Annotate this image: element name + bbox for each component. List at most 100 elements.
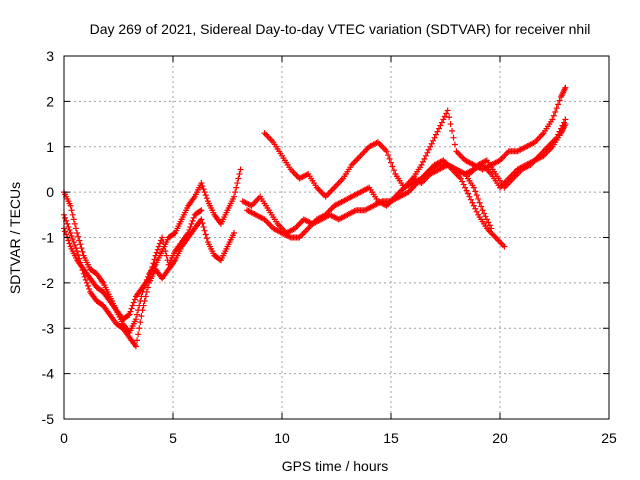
data-point-marker [69, 211, 76, 218]
data-point-marker [236, 170, 243, 177]
data-series [61, 84, 569, 350]
data-point-marker [472, 188, 479, 195]
data-point-marker [556, 128, 563, 135]
data-point-marker [127, 308, 134, 315]
data-point-marker [466, 193, 473, 200]
data-point-marker [427, 143, 434, 150]
data-point-marker [444, 107, 451, 114]
data-point-marker [234, 180, 241, 187]
data-point-marker [126, 311, 133, 318]
data-point-marker [155, 243, 162, 250]
data-point-marker [197, 208, 204, 215]
data-point-marker [383, 148, 390, 155]
data-point-marker [472, 205, 479, 212]
data-point-marker [473, 208, 480, 215]
data-point-marker [481, 210, 488, 217]
data-point-marker [200, 186, 207, 193]
data-point-marker [237, 166, 244, 173]
data-point-marker [148, 267, 155, 274]
data-point-marker [67, 202, 74, 209]
data-point-marker [203, 195, 210, 202]
data-point-marker [450, 134, 457, 141]
data-point-marker [82, 276, 89, 283]
data-point-marker [435, 125, 442, 132]
data-point-marker [418, 161, 425, 168]
data-point-marker [488, 225, 495, 232]
data-point-marker [203, 235, 210, 242]
data-point-marker [465, 190, 472, 197]
data-point-marker [485, 219, 492, 226]
data-point-marker [198, 180, 205, 187]
data-point-marker [75, 233, 82, 240]
data-point-marker [129, 302, 136, 309]
data-point-marker [74, 229, 81, 236]
data-point-marker [549, 116, 556, 123]
chart-title: Day 269 of 2021, Sidereal Day-to-day VTE… [90, 21, 591, 37]
data-point-marker [161, 243, 168, 250]
y-tick-label: -2 [42, 275, 55, 291]
x-axis-label: GPS time / hours [282, 458, 389, 474]
data-point-marker [470, 202, 477, 209]
data-point-marker [231, 193, 238, 200]
data-point-marker [200, 223, 207, 230]
data-point-marker [434, 128, 441, 135]
data-point-marker [560, 119, 567, 126]
x-tick-label: 5 [169, 430, 177, 446]
data-point-marker [231, 229, 238, 236]
data-point-marker [555, 101, 562, 108]
data-point-marker [70, 216, 77, 223]
data-point-marker [443, 110, 450, 117]
data-point-marker [559, 122, 566, 129]
data-point-marker [70, 239, 77, 246]
data-point-marker [75, 251, 82, 258]
data-point-marker [190, 214, 197, 221]
data-point-marker [457, 175, 464, 182]
data-point-marker [162, 248, 169, 255]
data-point-marker [428, 140, 435, 147]
series-track-8 [466, 116, 569, 191]
data-point-marker [140, 302, 147, 309]
grid-lines [64, 56, 609, 419]
data-point-marker [132, 316, 139, 323]
data-point-marker [187, 223, 194, 230]
data-point-marker [134, 337, 141, 344]
data-point-marker [66, 226, 73, 233]
data-point-marker [447, 121, 454, 128]
data-point-marker [156, 240, 163, 247]
x-tick-label: 10 [274, 430, 290, 446]
data-point-marker [476, 199, 483, 206]
x-tick-label: 25 [601, 430, 617, 446]
data-point-marker [501, 243, 508, 250]
data-point-marker [386, 155, 393, 162]
data-point-marker [425, 146, 432, 153]
data-point-marker [553, 105, 560, 112]
data-point-marker [151, 256, 158, 263]
data-point-marker [150, 260, 157, 267]
data-point-marker [462, 184, 469, 191]
data-point-marker [202, 192, 209, 199]
data-point-marker [475, 195, 482, 202]
data-point-marker [72, 245, 79, 252]
data-point-marker [198, 207, 205, 214]
data-point-marker [188, 220, 195, 227]
data-point-marker [449, 127, 456, 134]
data-point-marker [72, 225, 79, 232]
data-point-marker [186, 226, 193, 233]
data-point-marker [467, 196, 474, 203]
data-point-marker [66, 240, 73, 247]
data-point-marker [438, 119, 445, 126]
data-point-marker [62, 214, 69, 221]
data-point-marker [235, 175, 242, 182]
data-point-marker [77, 241, 84, 248]
data-point-marker [159, 234, 166, 241]
data-point-marker [199, 220, 206, 227]
data-point-marker [201, 227, 208, 234]
data-point-marker [440, 116, 447, 123]
data-point-marker [388, 159, 394, 166]
y-tick-label: 3 [46, 48, 54, 64]
data-point-marker [78, 245, 85, 252]
data-point-marker [135, 331, 142, 338]
data-point-marker [482, 213, 489, 220]
